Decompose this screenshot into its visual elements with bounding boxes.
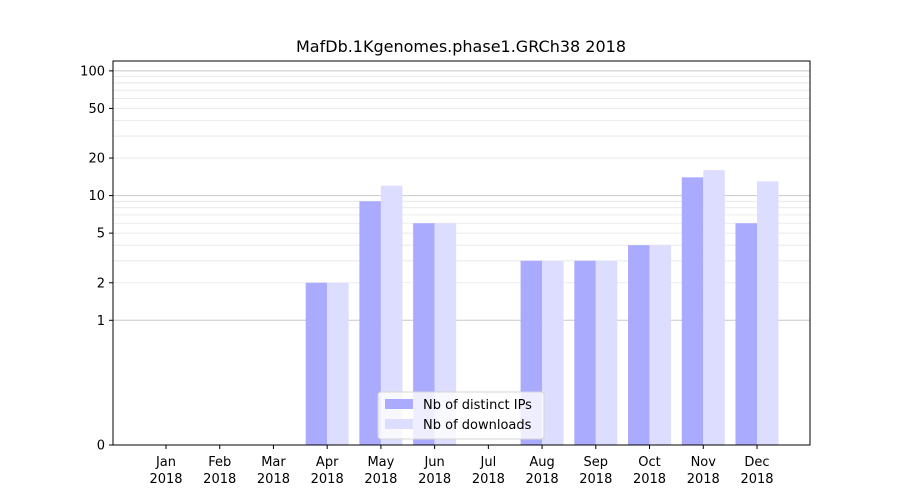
x-tick-label-month: Jul (480, 455, 497, 470)
y-axis: 0 1 2 5 10 20 50 100 (80, 64, 113, 454)
x-axis: Jan 2018 Feb 2018 Mar 2018 Apr 2018 May 2018 Jun 20… (149, 445, 774, 487)
bar-distinct-ips-may (359, 201, 381, 445)
x-tick-label-year: 2018 (203, 472, 236, 487)
y-tick-label: 5 (97, 227, 105, 242)
grid-lines (113, 70, 810, 321)
x-tick-label-year: 2018 (257, 472, 290, 487)
x-tick-label-year: 2018 (149, 472, 182, 487)
legend: Nb of distinct IPs Nb of downloads (377, 391, 545, 440)
legend-swatch (385, 419, 413, 429)
x-tick-label-month: Sep (584, 455, 609, 470)
bar-downloads-aug (542, 260, 564, 445)
x-tick-label-month: Apr (316, 455, 339, 470)
bar-downloads-apr (327, 282, 349, 445)
x-tick-label-year: 2018 (418, 472, 451, 487)
x-tick-label-month: Dec (744, 455, 769, 470)
plot-frame (112, 60, 811, 446)
x-tick-label-year: 2018 (579, 472, 612, 487)
bar-downloads-sep (595, 260, 618, 445)
x-tick-label-year: 2018 (687, 472, 720, 487)
bar-downloads-nov (703, 170, 725, 445)
bar-downloads-dec (757, 181, 779, 445)
x-tick-label-month: Jun (423, 455, 444, 470)
x-tick-label-month: Mar (261, 455, 286, 470)
x-tick-label-year: 2018 (526, 472, 559, 487)
bar-distinct-ips-sep (574, 260, 596, 445)
x-tick-label-month: Aug (529, 455, 554, 470)
y-tick-label: 2 (97, 276, 105, 291)
bar-distinct-ips-nov (681, 177, 704, 445)
x-tick-label-year: 2018 (740, 472, 773, 487)
y-tick-label: 10 (88, 189, 105, 204)
bar-downloads-oct (649, 245, 672, 445)
y-tick-label: 50 (88, 102, 105, 117)
x-tick-label-month: Nov (691, 455, 717, 470)
legend-box (377, 391, 545, 440)
x-tick-label-year: 2018 (364, 472, 397, 487)
y-tick-label: 0 (97, 439, 105, 454)
bar-distinct-ips-oct (628, 245, 650, 445)
x-tick-label-month: Oct (638, 455, 660, 470)
y-tick-label: 20 (88, 152, 105, 167)
x-tick-label-year: 2018 (472, 472, 505, 487)
bar-distinct-ips-jun (413, 223, 435, 445)
bar-downloads-jun (434, 223, 457, 445)
x-tick-label-month: Jan (155, 455, 176, 470)
bar-downloads-may (380, 185, 403, 445)
y-tick-label: 100 (80, 64, 105, 79)
bar-distinct-ips-dec (735, 223, 757, 445)
x-tick-label-month: May (367, 455, 394, 470)
x-tick-label-month: Feb (208, 455, 231, 470)
y-tick-label: 1 (97, 314, 105, 329)
chart-title: MafDb.1Kgenomes.phase1.GRCh38 2018 (296, 37, 626, 56)
legend-label: Nb of distinct IPs (423, 398, 532, 413)
x-tick-label-year: 2018 (311, 472, 344, 487)
legend-label: Nb of downloads (423, 418, 532, 433)
legend-swatch (385, 399, 413, 409)
bar-distinct-ips-apr (305, 282, 328, 445)
x-tick-label-year: 2018 (633, 472, 666, 487)
